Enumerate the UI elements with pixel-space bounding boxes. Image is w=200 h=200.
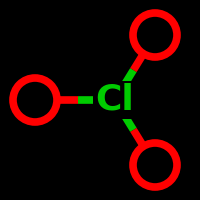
Circle shape — [133, 13, 177, 57]
Text: Cl: Cl — [96, 83, 134, 117]
Circle shape — [133, 143, 177, 187]
Circle shape — [13, 78, 57, 122]
